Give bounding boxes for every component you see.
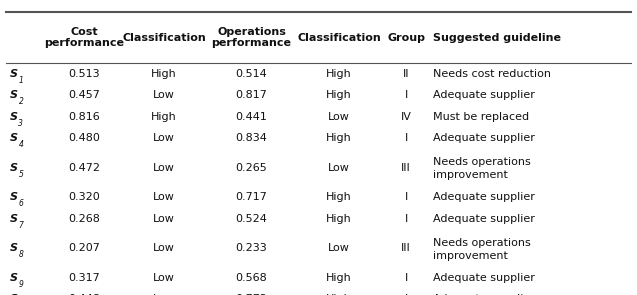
Text: Needs operations
improvement: Needs operations improvement (433, 157, 530, 180)
Text: S: S (10, 294, 18, 295)
Text: 0.441: 0.441 (236, 112, 268, 122)
Text: High: High (151, 112, 177, 122)
Text: 5: 5 (18, 170, 24, 178)
Text: High: High (326, 90, 352, 100)
Text: Adequate supplier: Adequate supplier (433, 273, 534, 283)
Text: Suggested guideline: Suggested guideline (433, 33, 561, 42)
Text: 0.317: 0.317 (69, 273, 100, 283)
Text: 0.717: 0.717 (236, 192, 268, 202)
Text: S: S (10, 214, 18, 224)
Text: High: High (326, 294, 352, 295)
Text: I: I (404, 133, 408, 143)
Text: 0.514: 0.514 (236, 69, 268, 79)
Text: Low: Low (153, 273, 175, 283)
Text: I: I (404, 192, 408, 202)
Text: 0.472: 0.472 (68, 163, 101, 173)
Text: II: II (403, 69, 410, 79)
Text: 0.524: 0.524 (236, 214, 268, 224)
Text: 2: 2 (18, 97, 24, 106)
Text: Group: Group (387, 33, 425, 42)
Text: High: High (326, 214, 352, 224)
Text: Low: Low (153, 163, 175, 173)
Text: Adequate supplier: Adequate supplier (433, 192, 534, 202)
Text: 0.834: 0.834 (236, 133, 268, 143)
Text: Operations
performance: Operations performance (211, 27, 292, 48)
Text: 0.207: 0.207 (68, 243, 101, 253)
Text: Classification: Classification (297, 33, 381, 42)
Text: 0.320: 0.320 (69, 192, 100, 202)
Text: 0.772: 0.772 (236, 294, 268, 295)
Text: 0.513: 0.513 (69, 69, 100, 79)
Text: Low: Low (153, 214, 175, 224)
Text: 8: 8 (18, 250, 24, 259)
Text: 9: 9 (18, 280, 24, 289)
Text: Low: Low (328, 163, 350, 173)
Text: High: High (326, 192, 352, 202)
Text: Adequate supplier: Adequate supplier (433, 214, 534, 224)
Text: S: S (10, 133, 18, 143)
Text: 3: 3 (18, 119, 24, 127)
Text: 0.480: 0.480 (68, 133, 101, 143)
Text: High: High (326, 133, 352, 143)
Text: 0.816: 0.816 (69, 112, 100, 122)
Text: III: III (401, 163, 411, 173)
Text: S: S (10, 112, 18, 122)
Text: S: S (10, 192, 18, 202)
Text: Low: Low (153, 133, 175, 143)
Text: 0.265: 0.265 (236, 163, 268, 173)
Text: 0.568: 0.568 (236, 273, 268, 283)
Text: S: S (10, 163, 18, 173)
Text: Cost
performance: Cost performance (45, 27, 124, 48)
Text: 4: 4 (18, 140, 24, 149)
Text: IV: IV (401, 112, 412, 122)
Text: 0.457: 0.457 (68, 90, 101, 100)
Text: III: III (401, 243, 411, 253)
Text: I: I (404, 90, 408, 100)
Text: Low: Low (153, 90, 175, 100)
Text: Classification: Classification (122, 33, 206, 42)
Text: High: High (326, 273, 352, 283)
Text: 1: 1 (18, 76, 24, 85)
Text: I: I (404, 273, 408, 283)
Text: Needs cost reduction: Needs cost reduction (433, 69, 550, 79)
Text: Low: Low (153, 243, 175, 253)
Text: Adequate supplier: Adequate supplier (433, 90, 534, 100)
Text: Adequate supplier: Adequate supplier (433, 294, 534, 295)
Text: Adequate supplier: Adequate supplier (433, 133, 534, 143)
Text: Low: Low (153, 294, 175, 295)
Text: S: S (10, 243, 18, 253)
Text: Low: Low (328, 243, 350, 253)
Text: High: High (151, 69, 177, 79)
Text: 7: 7 (18, 221, 24, 230)
Text: 0.268: 0.268 (68, 214, 101, 224)
Text: 6: 6 (18, 199, 24, 208)
Text: S: S (10, 69, 18, 79)
Text: Low: Low (328, 112, 350, 122)
Text: 0.448: 0.448 (68, 294, 101, 295)
Text: 0.817: 0.817 (236, 90, 268, 100)
Text: S: S (10, 273, 18, 283)
Text: 0.233: 0.233 (236, 243, 268, 253)
Text: I: I (404, 294, 408, 295)
Text: High: High (326, 69, 352, 79)
Text: Must be replaced: Must be replaced (433, 112, 529, 122)
Text: S: S (10, 90, 18, 100)
Text: I: I (404, 214, 408, 224)
Text: Low: Low (153, 192, 175, 202)
Text: Needs operations
improvement: Needs operations improvement (433, 238, 530, 261)
